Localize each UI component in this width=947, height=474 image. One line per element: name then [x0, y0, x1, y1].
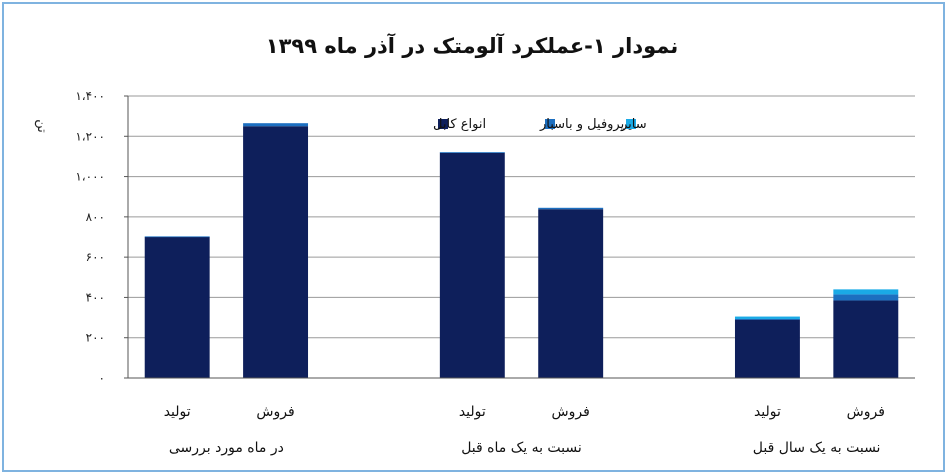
bar-segment [734, 316, 800, 319]
group-label: نسبت به یک سال قبل [753, 440, 881, 456]
y-tick-label: ۸۰۰ [86, 210, 105, 224]
x-tick-label: فروش [552, 404, 590, 420]
legend-label: پروفیل و باسبار [539, 117, 625, 132]
chart-title: نمودار ۱-عملکرد آلومتک در آذر ماه ۱۳۹۹ [266, 33, 679, 58]
y-tick-labels: ۰ ۲۰۰ ۴۰۰ ۶۰۰ ۸۰۰ ۱،۰۰۰ ۱،۲۰۰ ۱،۴۰۰ [75, 89, 105, 385]
legend-label: سایر [620, 117, 647, 132]
group-label: در ماه مورد بررسی [169, 440, 284, 456]
bar-segment [734, 318, 800, 320]
bars [144, 123, 899, 378]
y-tick-label: ۶۰۰ [86, 250, 105, 264]
axes [124, 95, 915, 379]
legend-swatch [626, 119, 636, 129]
bar-segment [833, 300, 899, 378]
bar-segment [144, 236, 210, 238]
x-tick-label: فروش [256, 404, 294, 420]
y-axis-label: تن [34, 119, 49, 133]
bar-segment [144, 237, 210, 378]
legend-label: انواع کابل [433, 117, 486, 132]
y-tick-label: ۱،۴۰۰ [75, 89, 105, 103]
y-tick-label: ۱،۲۰۰ [75, 129, 105, 143]
bar-segment [439, 152, 505, 378]
y-tick-label: ۲۰۰ [86, 331, 105, 345]
group-label: نسبت به یک ماه قبل [461, 440, 582, 456]
legend-swatch [545, 119, 555, 129]
bar-segment [538, 207, 604, 210]
x-tick-label: تولید [459, 404, 486, 420]
bar-segment [243, 126, 309, 378]
bar-segment [833, 289, 899, 295]
group-labels: در ماه مورد بررسی نسبت به یک ماه قبل نسبت … [169, 440, 881, 456]
x-tick-label: فروش [847, 404, 885, 420]
x-tick-label: تولید [754, 404, 781, 420]
bar-segment [538, 209, 604, 378]
y-tick-label: ۰ [99, 371, 105, 385]
x-tick-labels: فروش تولید فروش تولید فروش تولید [164, 404, 885, 420]
y-tick-label: ۴۰۰ [86, 290, 105, 304]
x-tick-label: تولید [164, 404, 191, 420]
legend-swatch [438, 119, 448, 129]
bar-segment [243, 123, 309, 127]
bar-segment [833, 294, 899, 301]
y-tick-label: ۱،۰۰۰ [75, 170, 105, 184]
bar-segment [734, 319, 800, 378]
bar-segment [439, 152, 505, 153]
